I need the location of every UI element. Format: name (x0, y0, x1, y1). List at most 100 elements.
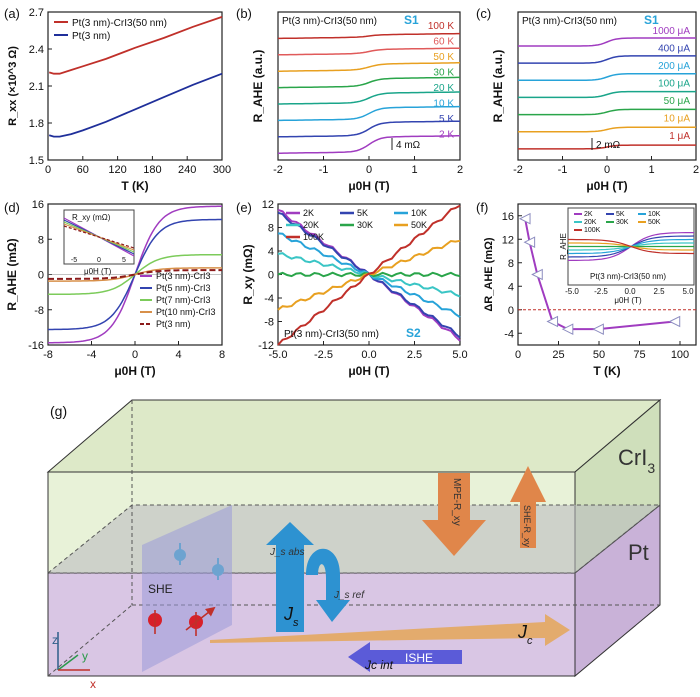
interface-plane (46, 504, 662, 574)
series-label: 50 K (433, 52, 454, 63)
x-tick-label: -2 (273, 164, 283, 176)
y-tick-label: 2.4 (29, 44, 44, 56)
x-tick-label: 120 (108, 164, 126, 176)
x-tick-label: 1 (411, 164, 417, 176)
y-tick-label: 12 (502, 234, 514, 246)
series-label: 1000 μA (653, 26, 691, 37)
series-label: 100 μA (658, 79, 690, 90)
y-axis-label: ΔR_AHE (mΩ) (483, 237, 495, 312)
js-abs-label: J_s abs (269, 547, 304, 558)
x-tick-label: 0 (604, 164, 610, 176)
legend-label: Pt(3 nm) (72, 31, 110, 42)
series-line-2 (518, 72, 696, 82)
series-label: 5 K (439, 114, 454, 125)
inset-line-6 (568, 238, 694, 255)
legend-label: Pt(3 nm) (156, 319, 191, 329)
series-label: 400 μA (658, 44, 690, 55)
y-tick-label: -4 (504, 328, 514, 340)
ishe-arrow (348, 642, 462, 672)
inset-x-tick-label: 0 (97, 257, 101, 264)
x-tick-label: -4 (87, 349, 97, 361)
inset-y-label: R_xy (mΩ) (72, 213, 111, 222)
series-label: 2 K (439, 130, 454, 141)
x-tick-label: 0.0 (361, 349, 376, 361)
panel-label: (f) (476, 200, 488, 215)
data-point-marker (546, 315, 559, 328)
legend-label: 30K (357, 220, 373, 230)
x-tick-label: 100 (671, 349, 689, 361)
legend-label: 20K (303, 220, 319, 230)
inset-title: Pt(3 nm)-CrI3(50 nm) (590, 272, 666, 281)
inset-x-tick-label: 5 (122, 257, 126, 264)
series-line-5 (518, 126, 696, 133)
scale-bar-label: 2 mΩ (596, 140, 621, 151)
y-tick-label: -4 (264, 293, 274, 305)
inset-y-label: R_AHE (559, 233, 568, 260)
series-label: 50 μA (664, 96, 691, 107)
x-axis-label: μ0H (T) (586, 179, 627, 193)
series-line-2 (278, 62, 460, 72)
data-point-marker (518, 212, 531, 225)
data-point-marker (561, 323, 574, 335)
legend-label: 50K (411, 220, 427, 230)
y-axis-label: R_AHE (mΩ) (5, 238, 19, 310)
y-tick-label: -16 (28, 340, 44, 352)
js-arrow (266, 522, 314, 632)
layer-label-pt: Pt (628, 540, 649, 565)
inset-legend-label: 5K (616, 211, 625, 218)
cri3-top-face (46, 399, 662, 473)
sample-tag: S2 (406, 326, 421, 340)
inset-legend-label: 10K (648, 211, 661, 218)
data-point-marker (523, 236, 536, 248)
y-axis-label: R_AHE (a.u.) (491, 50, 505, 123)
series-line-4 (48, 269, 222, 280)
inset-x-tick-label: -2.5 (594, 287, 608, 296)
legend-label: 10K (411, 208, 427, 218)
x-tick-label: -2.5 (314, 349, 333, 361)
legend-label: 100K (303, 232, 324, 242)
x-tick-label: 50 (593, 349, 605, 361)
x-tick-label: 0 (366, 164, 372, 176)
inset-x-tick-label: 0.0 (624, 287, 636, 296)
x-tick-label: 0 (45, 164, 51, 176)
panel-label: (a) (4, 6, 20, 21)
data-point-marker (592, 323, 604, 335)
y-tick-label: 1.8 (29, 118, 44, 130)
ishe-label: ISHE (405, 651, 433, 665)
y-tick-label: 2.7 (29, 7, 44, 19)
series-label: 60 K (433, 37, 454, 48)
panel-title: Pt(3 nm)-CrI3(50 nm) (282, 16, 377, 27)
x-tick-label: 300 (213, 164, 231, 176)
series-label: 100 K (428, 21, 454, 32)
she-rxy-arrow (510, 466, 546, 548)
x-tick-label: 2.5 (407, 349, 422, 361)
legend-label: Pt(3 nm)-CrI3(50 nm) (72, 18, 167, 29)
x-tick-label: 60 (77, 164, 89, 176)
series-line-6 (518, 144, 696, 150)
data-point-marker (668, 315, 681, 328)
z-axis-label: z (52, 633, 58, 647)
panel-label: (e) (236, 200, 252, 215)
y-tick-label: -8 (264, 317, 274, 329)
y-tick-label: -8 (34, 305, 44, 317)
legend-label: 5K (357, 208, 368, 218)
series-line-1 (48, 72, 223, 138)
x-tick-label: 0 (132, 349, 138, 361)
x-tick-label: -1 (319, 164, 329, 176)
panel-label: (d) (4, 200, 20, 215)
panel-label: (b) (236, 6, 252, 21)
y-tick-label: 0 (508, 305, 514, 317)
series-line-0 (278, 32, 460, 40)
inset-x-label: μ0H (T) (84, 267, 112, 276)
mpe-arrow (422, 473, 486, 556)
x-tick-label: 4 (175, 349, 181, 361)
series-line-3 (518, 90, 696, 99)
x-tick-label: 25 (552, 349, 564, 361)
x-tick-label: 2 (457, 164, 463, 176)
x-tick-label: 240 (178, 164, 196, 176)
legend-label: Pt(5 nm)-CrI3 (156, 283, 211, 293)
y-tick-label: 8 (508, 258, 514, 270)
